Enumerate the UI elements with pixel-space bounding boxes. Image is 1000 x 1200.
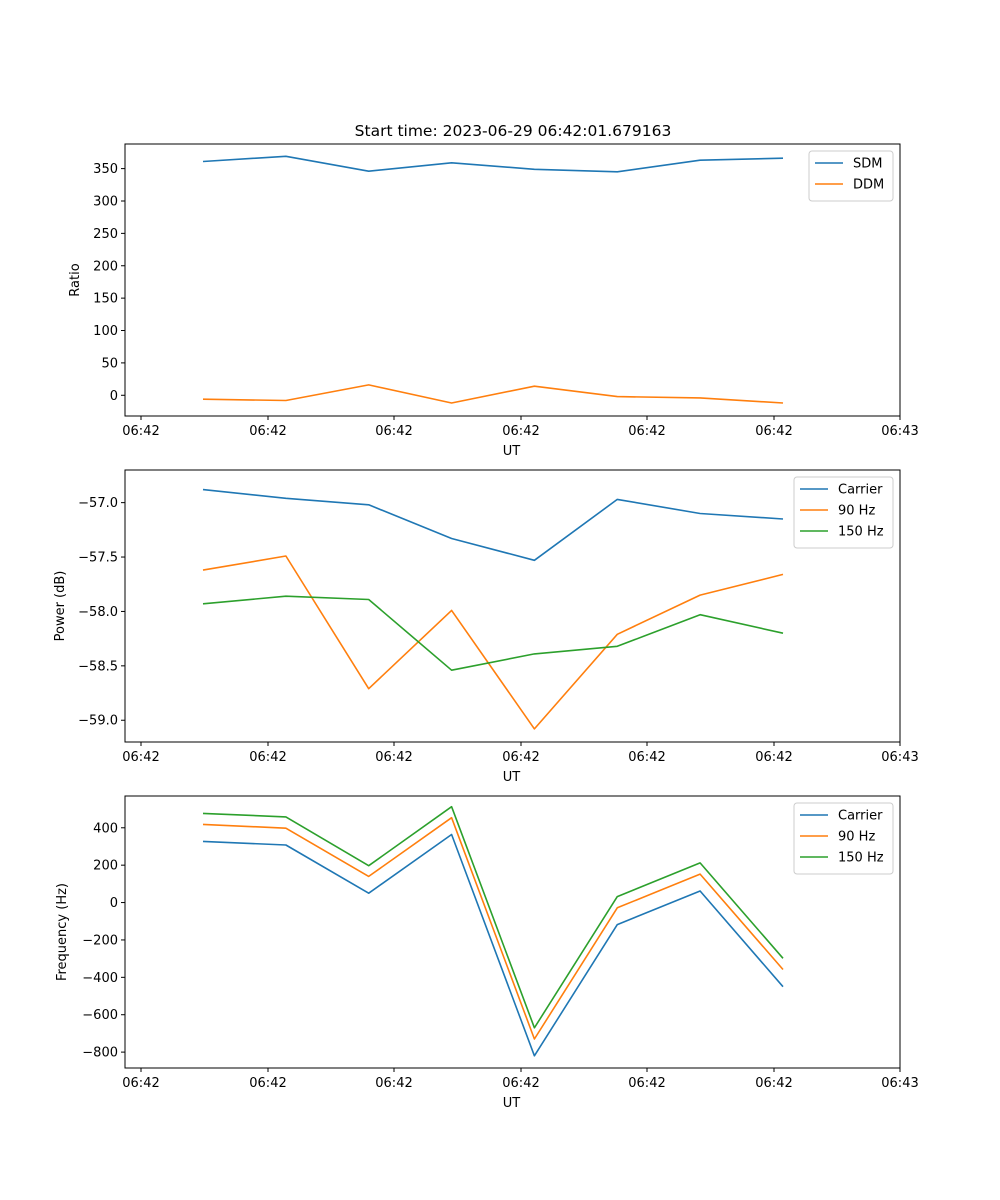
- series-line-150-hz: [202, 805, 784, 1029]
- x-tick-label: 06:42: [628, 424, 665, 439]
- y-tick-label: −200: [82, 933, 118, 948]
- x-tick-label: 06:42: [122, 750, 159, 765]
- y-tick-label: 100: [93, 324, 118, 339]
- x-tick-label: 06:42: [122, 424, 159, 439]
- y-tick-label: −800: [82, 1046, 118, 1061]
- x-tick-label: 06:42: [502, 1076, 539, 1091]
- x-tick-label: 06:42: [628, 1076, 665, 1091]
- y-tick-label: −400: [82, 971, 118, 986]
- x-tick-label: 06:42: [628, 750, 665, 765]
- panel-1: 06:42 06:42 06:42 06:42 06:42 06:42 06:43 0 50 10…: [68, 143, 919, 459]
- axes-frame: [124, 143, 901, 417]
- y-tick-label: −57.0: [78, 496, 118, 511]
- x-axis-label: UT: [503, 444, 521, 459]
- legend-label: 150 Hz: [838, 525, 884, 540]
- y-tick-label: 0: [110, 896, 118, 911]
- panel-3: 06:42 06:42 06:42 06:42 06:42 06:42 06:43 −800 −…: [55, 795, 919, 1111]
- y-tick-label: 300: [93, 194, 118, 209]
- x-tick-label: 06:42: [755, 424, 792, 439]
- legend-label: 150 Hz: [838, 851, 884, 866]
- series-line-150-hz: [202, 595, 784, 672]
- series-line-90-hz: [202, 816, 784, 1040]
- legend: Carrier 90 Hz 150 Hz: [793, 476, 894, 549]
- chart-title: Start time: 2023-06-29 06:42:01.679163: [355, 122, 672, 140]
- y-tick-label: 200: [93, 859, 118, 874]
- x-tick-label: 06:42: [375, 750, 412, 765]
- y-tick-label: 200: [93, 259, 118, 274]
- y-tick-label: −58.0: [78, 605, 118, 620]
- y-tick-label: 250: [93, 227, 118, 242]
- y-tick-label: −600: [82, 1008, 118, 1023]
- series-line-carrier: [202, 833, 784, 1057]
- panels: 06:42 06:42 06:42 06:42 06:42 06:42 06:43 0 50 10…: [53, 143, 919, 1111]
- x-tick-label: 06:42: [249, 750, 286, 765]
- y-tick-label: −58.5: [78, 659, 118, 674]
- y-axis-label: Power (dB): [53, 571, 68, 642]
- x-tick-label: 06:42: [502, 750, 539, 765]
- y-tick-label: 150: [93, 292, 118, 307]
- x-tick-label: 06:43: [881, 1076, 918, 1091]
- axes-frame: [124, 469, 901, 743]
- x-tick-label: 06:42: [375, 1076, 412, 1091]
- y-tick-label: 350: [93, 162, 118, 177]
- legend-label: Carrier: [838, 483, 883, 498]
- x-tick-label: 06:43: [881, 424, 918, 439]
- legend-label: 90 Hz: [838, 830, 875, 845]
- x-axis-label: UT: [503, 770, 521, 785]
- legend: Carrier 90 Hz 150 Hz: [793, 802, 894, 875]
- x-tick-label: 06:42: [375, 424, 412, 439]
- legend: SDM DDM: [808, 150, 894, 202]
- series-line-carrier: [202, 488, 784, 562]
- legend-label: DDM: [853, 178, 884, 193]
- legend-label: Carrier: [838, 809, 883, 824]
- x-tick-label: 06:42: [502, 424, 539, 439]
- x-axis-label: UT: [503, 1096, 521, 1111]
- panel-2: 06:42 06:42 06:42 06:42 06:42 06:42 06:43 −59.0…: [53, 469, 919, 785]
- x-tick-label: 06:42: [249, 1076, 286, 1091]
- legend-label: SDM: [853, 157, 882, 172]
- y-tick-label: 0: [110, 389, 118, 404]
- x-tick-label: 06:42: [755, 750, 792, 765]
- series-line-sdm: [202, 155, 784, 173]
- x-tick-label: 06:42: [755, 1076, 792, 1091]
- series-line-90-hz: [202, 555, 784, 730]
- y-tick-label: −59.0: [78, 714, 118, 729]
- y-axis-label: Frequency (Hz): [55, 883, 70, 981]
- x-tick-label: 06:43: [881, 750, 918, 765]
- legend-label: 90 Hz: [838, 504, 875, 519]
- y-axis-label: Ratio: [68, 263, 83, 296]
- axes-frame: [124, 795, 901, 1069]
- series-line-ddm: [202, 384, 784, 404]
- y-tick-label: −57.5: [78, 551, 118, 566]
- x-tick-label: 06:42: [249, 424, 286, 439]
- x-tick-label: 06:42: [122, 1076, 159, 1091]
- y-tick-label: 50: [101, 356, 118, 371]
- y-tick-label: 400: [93, 821, 118, 836]
